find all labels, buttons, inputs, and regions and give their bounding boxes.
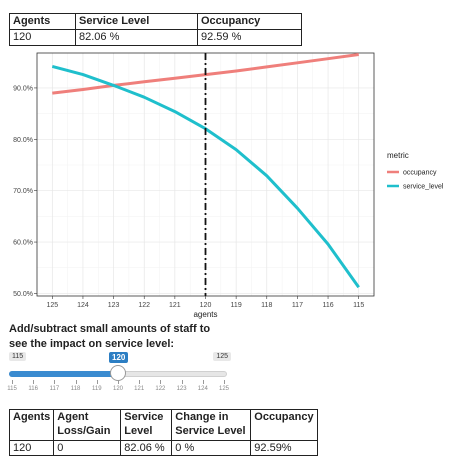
slider-max-label: 125 [213,352,231,361]
y-tick-label: 60.0% [13,240,33,247]
legend-title: metric [387,151,409,160]
slider-tick [96,380,98,384]
summary-table: Agents Service Level Occupancy 120 82.06… [9,13,302,46]
chart-axes: 125 124 123 122 121 120 119 118 117 116 115 50.0% 60… [13,52,375,319]
detail-table: Agents Agent Loss/Gain Service Level Cha… [8,409,318,456]
x-tick-label: 115 [353,302,364,309]
detail-service-level-value: 82.06 % [120,440,173,456]
slider-tick [202,380,204,384]
summary-header-service-level: Service Level [75,13,198,30]
x-tick-label: 122 [138,302,150,309]
detail-header-service-level: Service Level [120,409,173,441]
detail-occupancy-value: 92.59% [250,440,318,456]
slider-tick-label: 120 [112,386,124,392]
slider-tick-label: 124 [197,386,208,392]
x-tick-label: 116 [322,302,333,309]
slider-caption: Add/subtract small amounts of staff to s… [9,323,211,350]
slider-min-label: 115 [9,352,27,361]
slider-tick [139,380,141,384]
chart-legend: metric occupancy service_level [387,151,444,191]
detail-data-row: 120 0 82.06 % 0 % 92.59% [8,440,318,456]
summary-header-agents: Agents [9,13,76,30]
slider-tick [118,380,119,384]
x-tick-label: 117 [292,302,303,309]
x-tick-label: 124 [77,302,89,309]
x-tick-label: 121 [169,302,181,309]
slider-tick [224,380,225,384]
x-tick-label: 118 [261,302,272,309]
summary-agents-value: 120 [9,29,76,46]
slider-tick-label: 116 [28,386,38,392]
slider-tick-label: 123 [176,386,187,392]
legend-label: occupancy [403,170,437,177]
detail-header-agents: Agents [8,409,55,441]
slider-fill [9,371,118,377]
y-tick-label: 90.0% [13,85,33,92]
slider-tick [181,380,183,384]
slider-tick [75,380,77,384]
x-tick-label: 119 [231,302,242,309]
slider-tick-label: 125 [218,386,230,392]
summary-service-level-value: 82.06 % [75,29,198,46]
detail-header-change: Change in Service Level [171,409,252,441]
summary-header-row: Agents Service Level Occupancy [9,13,302,30]
detail-loss-gain-value: 0 [53,440,122,456]
detail-header-occupancy: Occupancy [250,409,318,441]
slider-tick [12,380,13,384]
slider-value-badge: 120 [109,352,129,363]
legend-label: service_level [403,184,444,191]
staffing-chart: 125 124 123 122 121 120 119 118 117 116 115 50.0% 60… [13,52,444,319]
slider-tick-label: 117 [49,386,60,392]
summary-data-row: 120 82.06 % 92.59 % [9,29,302,46]
slider-tick-label: 121 [134,386,145,392]
y-tick-label: 80.0% [13,137,33,144]
slider-tick-label: 119 [92,386,102,392]
summary-header-occupancy: Occupancy [197,13,302,30]
slider-tick [54,380,56,384]
detail-header-loss-gain: Agent Loss/Gain [53,409,122,441]
slider-tick-label: 118 [70,386,81,392]
slider-tick-label: 122 [155,386,166,392]
y-tick-label: 50.0% [13,291,33,298]
x-axis-title: agents [193,310,217,319]
chart-series [51,53,360,296]
slider-tick-label: 115 [7,386,17,392]
agents-slider[interactable]: 115 125 120 115 116 117 118 119 120 121 122 123 1… [7,352,231,402]
x-tick-label: 123 [108,302,120,309]
slider-tick [160,380,162,384]
summary-occupancy-value: 92.59 % [197,29,302,46]
slider-handle[interactable] [110,365,126,381]
slider-tick [33,380,35,384]
x-tick-label: 120 [200,302,212,309]
x-tick-label: 125 [46,302,58,309]
detail-change-value: 0 % [171,440,252,456]
y-tick-label: 70.0% [13,188,33,195]
detail-agents-value: 120 [8,440,55,456]
detail-header-row: Agents Agent Loss/Gain Service Level Cha… [8,409,318,441]
